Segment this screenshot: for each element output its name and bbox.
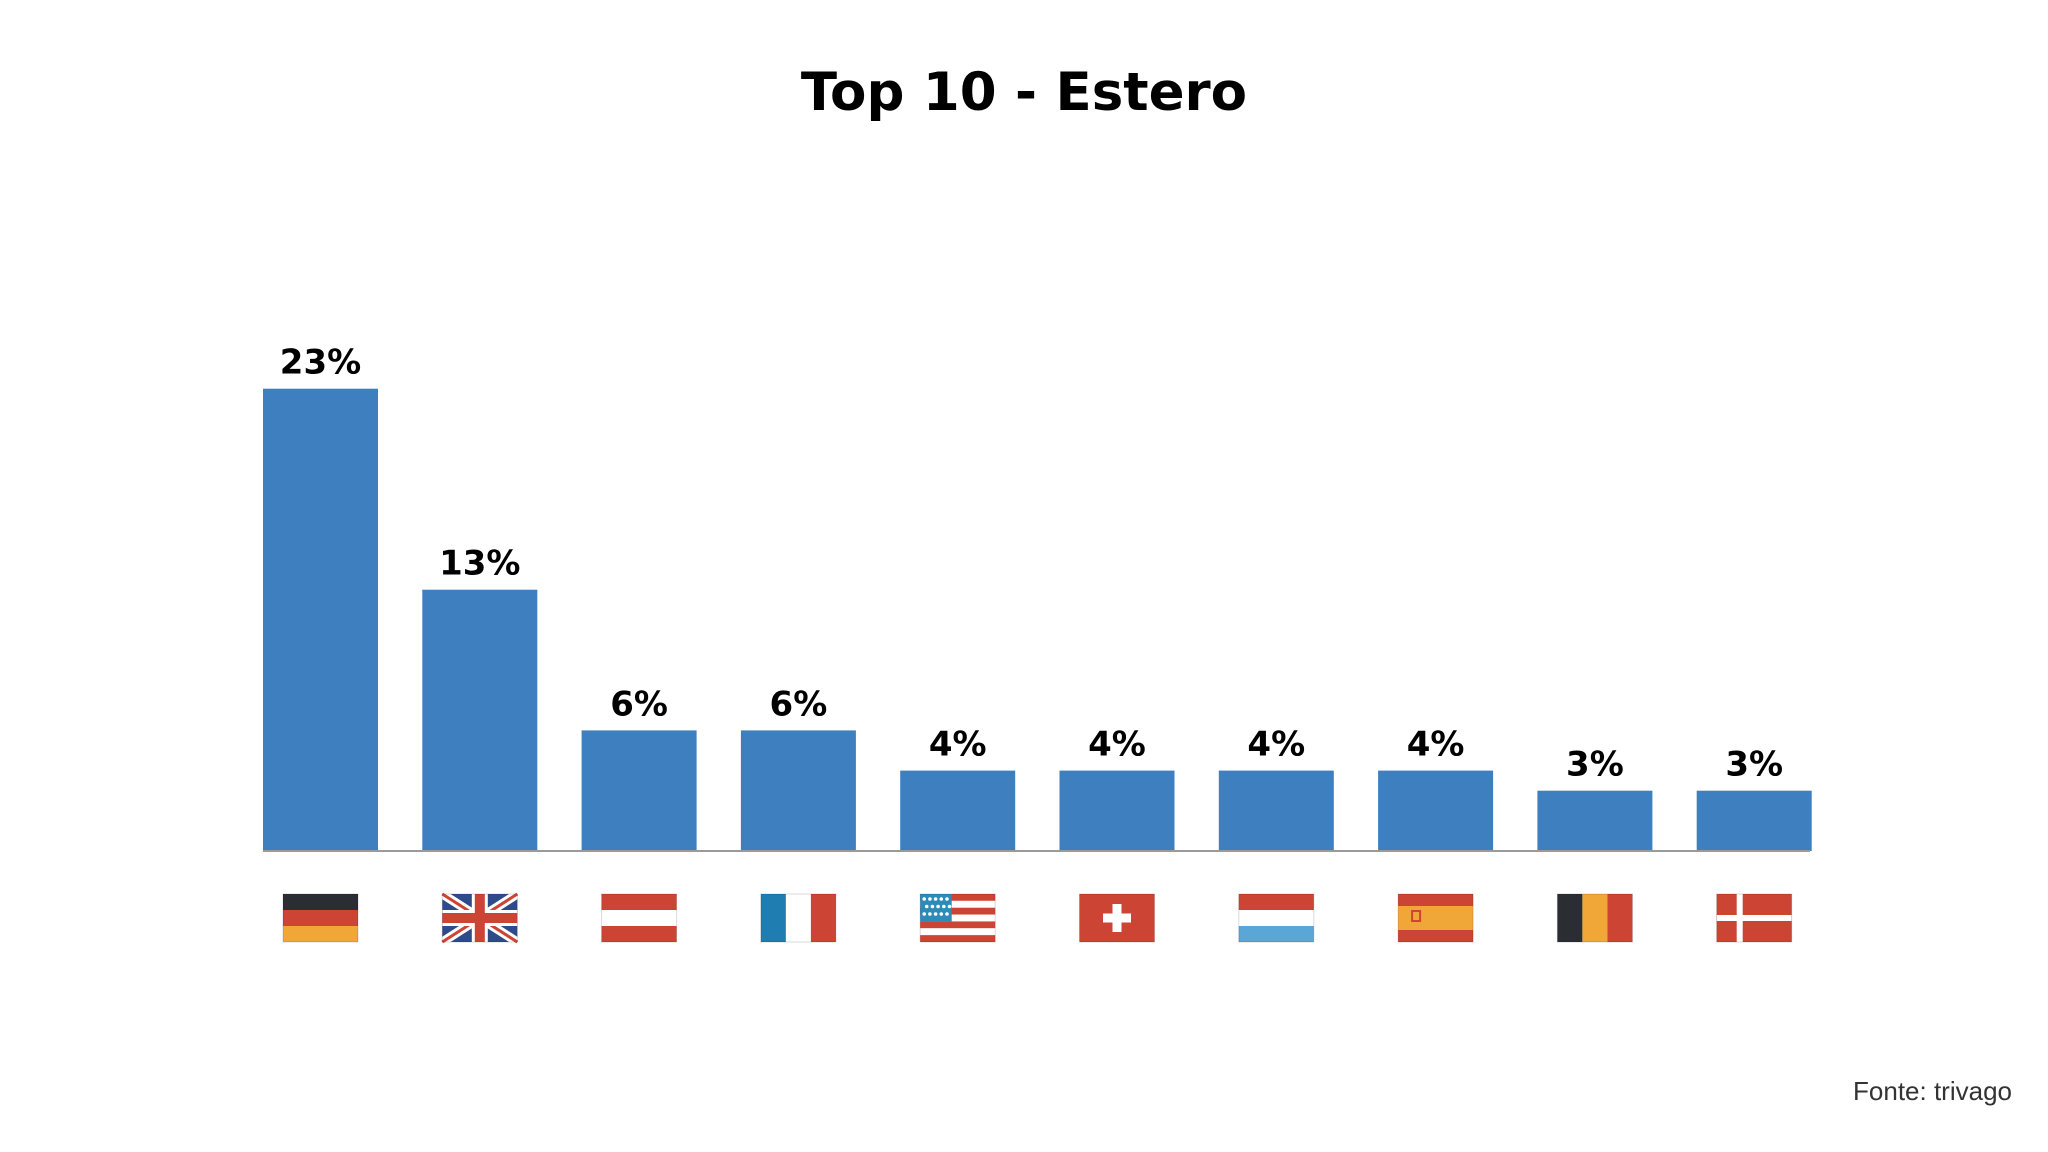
- chart-title: Top 10 - Estero: [800, 62, 1248, 123]
- bar-germany: [263, 388, 378, 851]
- value-label: 3%: [1566, 745, 1624, 785]
- france-flag: [760, 893, 837, 943]
- value-label: 3%: [1725, 745, 1783, 785]
- netherlands-flag: [1238, 893, 1315, 943]
- bar-belgium: [1537, 790, 1653, 851]
- flags-layer: [282, 890, 1793, 946]
- bar-switzerland: [1059, 770, 1175, 851]
- value-label: 6%: [610, 684, 668, 724]
- denmark-flag: [1716, 893, 1793, 943]
- germany-flag: [282, 893, 359, 943]
- bar-austria: [581, 730, 697, 851]
- source-note: Fonte: trivago: [1853, 1076, 2012, 1106]
- bar-denmark: [1696, 790, 1812, 851]
- bar-united-states: [900, 770, 1016, 851]
- value-labels-layer: 23% 13% 6% 6% 4% 4% 4% 4% 3% 3%: [280, 343, 1783, 785]
- switzerland-flag: [1079, 893, 1155, 943]
- value-label: 4%: [1247, 725, 1305, 765]
- spain-flag: [1397, 893, 1474, 943]
- value-label: 13%: [439, 544, 520, 584]
- value-label: 4%: [929, 725, 987, 765]
- bar-france: [740, 730, 856, 851]
- united-kingdom-flag: [439, 890, 520, 946]
- austria-flag: [601, 893, 678, 943]
- value-label: 6%: [770, 684, 828, 724]
- bar-netherlands: [1218, 770, 1334, 851]
- value-label: 4%: [1088, 725, 1146, 765]
- bar-spain: [1378, 770, 1494, 851]
- united-states-flag: [919, 893, 996, 943]
- bars-layer: [263, 388, 1812, 851]
- belgium-flag: [1556, 893, 1633, 943]
- value-label: 4%: [1407, 725, 1465, 765]
- bar-united-kingdom: [422, 589, 538, 851]
- value-label: 23%: [280, 343, 361, 383]
